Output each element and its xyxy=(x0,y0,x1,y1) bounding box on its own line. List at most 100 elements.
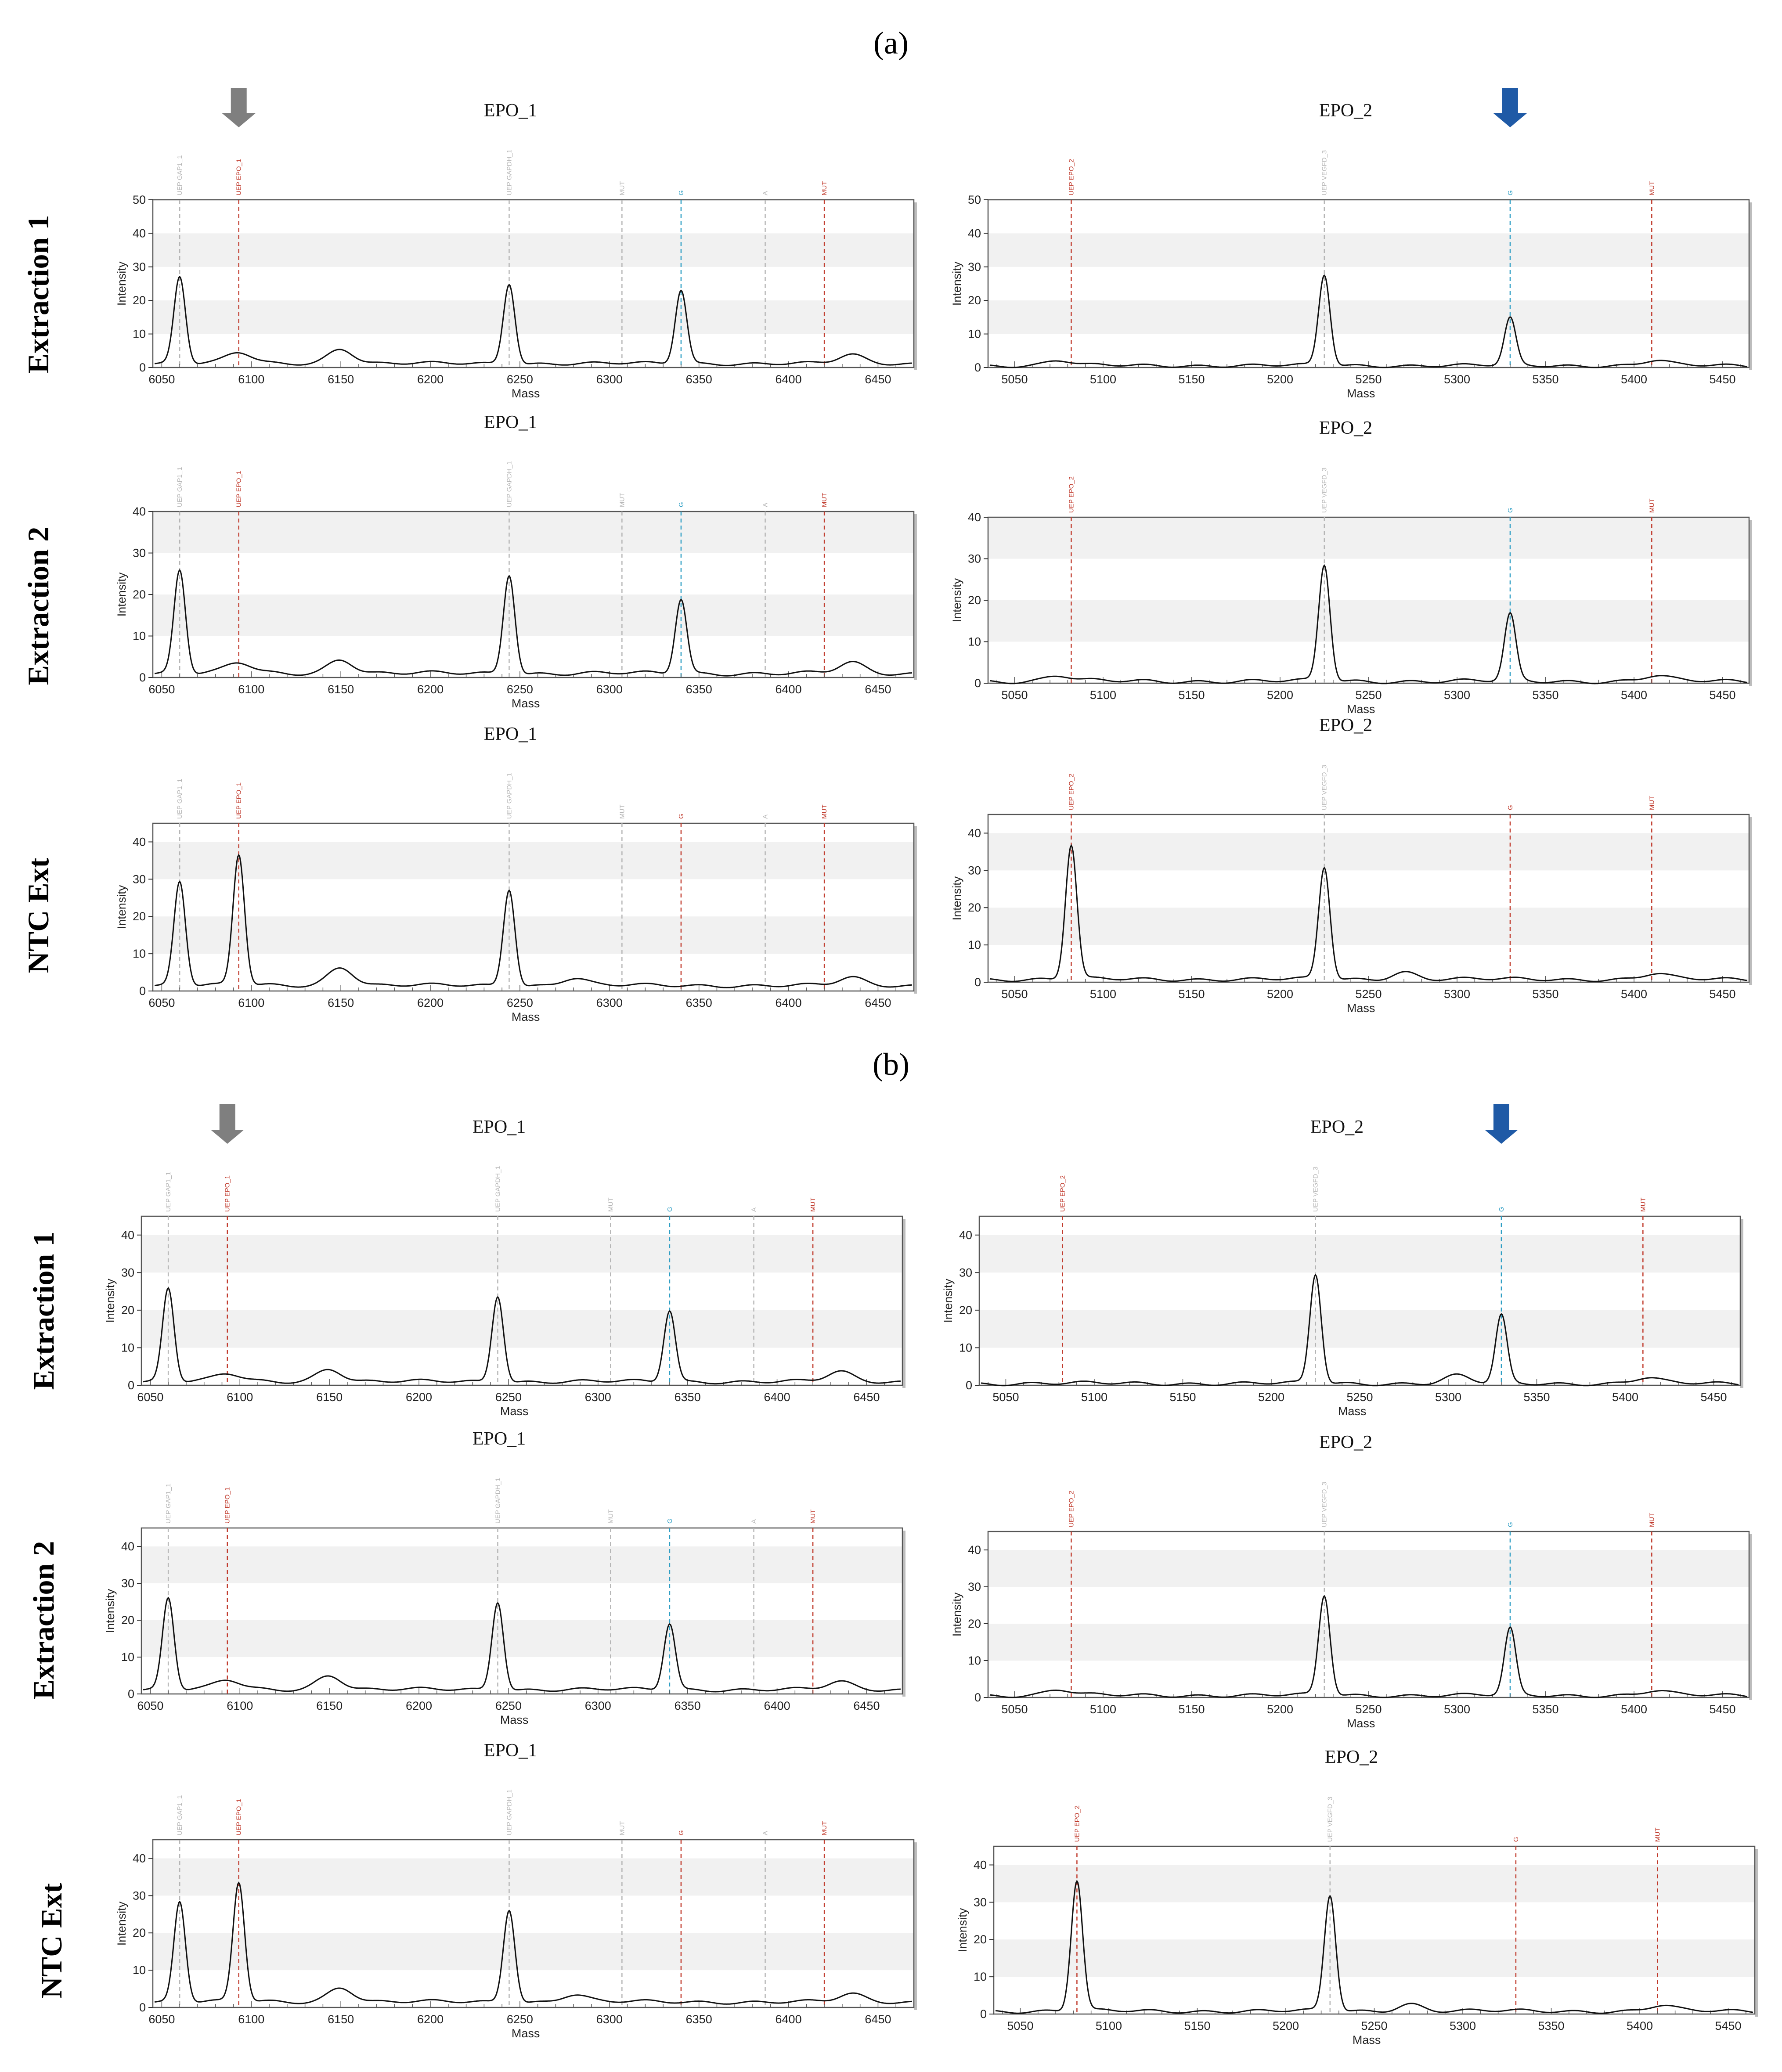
x-tick-label: 6350 xyxy=(675,1391,701,1404)
x-tick-label: 6450 xyxy=(865,683,891,696)
marker-label: UEP GAPDH_1 xyxy=(505,1789,513,1835)
x-tick-label: 6450 xyxy=(865,2013,891,2026)
chart-title: EPO_2 xyxy=(1319,101,1372,121)
y-axis-title: Intensity xyxy=(942,1279,955,1323)
y-tick-label: 0 xyxy=(974,677,981,690)
spectrum-trace xyxy=(143,1596,901,1693)
x-tick-label: 5450 xyxy=(1710,688,1736,702)
x-tick-label: 5400 xyxy=(1621,688,1647,702)
plot-shadow xyxy=(1740,1219,1743,1388)
x-tick-label: 6200 xyxy=(406,1699,432,1712)
y-tick-label: 10 xyxy=(968,635,981,649)
x-tick-label: 5150 xyxy=(1178,373,1205,386)
marker-label: UEP EPO_1 xyxy=(235,159,243,195)
x-tick-label: 6300 xyxy=(596,2013,623,2026)
spectrum-trace xyxy=(989,564,1748,685)
marker-label: UEP EPO_1 xyxy=(235,1799,243,1835)
x-tick-label: 5300 xyxy=(1435,1391,1461,1404)
chart-a-extraction-2-epo_2: EPO_2 UEP EPO_2 UEP VEGFD_3 G MUT 0 10 20 30 40 In… xyxy=(950,418,1752,716)
marker-label: UEP VEGFD_3 xyxy=(1321,150,1328,195)
x-tick-label: 5300 xyxy=(1444,987,1470,1001)
marker-label: UEP EPO_2 xyxy=(1068,1491,1075,1527)
marker-label: MUT xyxy=(618,805,626,819)
x-tick-label: 5250 xyxy=(1355,373,1382,386)
marker-label: UEP GAPDH_1 xyxy=(505,773,513,819)
plot-shadow xyxy=(1749,202,1752,370)
x-tick-label: 6150 xyxy=(328,996,354,1009)
chart-b-extraction-2-epo_2: EPO_2 UEP EPO_2 UEP VEGFD_3 G MUT 0 10 20 30 40 In… xyxy=(950,1432,1752,1730)
x-tick-label: 5400 xyxy=(1621,1703,1647,1716)
marker-label: MUT xyxy=(1648,796,1656,811)
x-tick-label: 6150 xyxy=(328,683,354,696)
y-tick-label: 20 xyxy=(121,1614,134,1627)
x-tick-label: 6300 xyxy=(585,1699,611,1712)
y-axis-title: Intensity xyxy=(950,1592,963,1636)
x-tick-label: 5200 xyxy=(1267,373,1293,386)
x-tick-label: 5350 xyxy=(1538,2019,1564,2032)
y-tick-label: 20 xyxy=(133,1926,146,1939)
chart-b-extraction-2-epo_1: EPO_1 UEP GAP1_1 UEP EPO_1 UEP GAPDH_1 MUT G A… xyxy=(104,1429,905,1726)
marker-label: UEP EPO_2 xyxy=(1068,476,1075,513)
y-tick-label: 40 xyxy=(959,1229,972,1242)
plot-shadow xyxy=(1749,1534,1752,1700)
panel-label-a: (a) xyxy=(873,25,909,61)
x-tick-label: 5300 xyxy=(1444,373,1470,386)
x-tick-label: 6150 xyxy=(328,373,354,386)
grid-band xyxy=(988,833,1749,871)
x-tick-label: 6050 xyxy=(148,996,175,1009)
x-tick-label: 6250 xyxy=(507,373,533,386)
spectrum-trace xyxy=(154,854,912,988)
row-label-b-ntc-ext: NTC Ext xyxy=(35,1883,68,1998)
y-axis-title: Intensity xyxy=(956,1908,969,1952)
x-tick-label: 5200 xyxy=(1273,2019,1299,2032)
plot-shadow xyxy=(914,826,917,994)
x-axis-title: Mass xyxy=(1347,387,1375,400)
y-tick-label: 50 xyxy=(968,193,981,206)
y-tick-label: 40 xyxy=(968,511,981,524)
marker-label: MUT xyxy=(618,493,626,508)
spectrum-trace xyxy=(995,1880,1753,2014)
x-tick-label: 5150 xyxy=(1178,688,1205,702)
chart-title: EPO_1 xyxy=(484,101,537,121)
x-tick-label: 5450 xyxy=(1715,2019,1742,2032)
y-tick-label: 20 xyxy=(968,594,981,607)
chart-a-extraction-2-epo_1: EPO_1 UEP GAP1_1 UEP EPO_1 UEP GAPDH_1 MUT G A… xyxy=(115,412,917,710)
marker-label: UEP EPO_2 xyxy=(1059,1175,1066,1212)
y-tick-label: 40 xyxy=(968,826,981,840)
grid-band xyxy=(141,1620,902,1657)
y-tick-label: 10 xyxy=(968,938,981,951)
x-tick-label: 6400 xyxy=(764,1699,790,1712)
y-tick-label: 10 xyxy=(974,1970,987,1983)
marker-label: UEP GAP1_1 xyxy=(165,1172,172,1212)
marker-label: UEP EPO_2 xyxy=(1068,774,1075,810)
marker-label: MUT xyxy=(607,1198,614,1212)
grid-band xyxy=(153,1933,914,1971)
chart-title: EPO_1 xyxy=(484,412,537,432)
marker-label: UEP VEGFD_3 xyxy=(1321,765,1328,810)
x-tick-label: 5150 xyxy=(1178,1703,1205,1716)
chart-b-extraction-1-epo_2: EPO_2 UEP EPO_2 UEP VEGFD_3 G MUT 0 10 20 30 40 In… xyxy=(942,1104,1743,1418)
marker-label: UEP EPO_2 xyxy=(1068,159,1075,195)
x-tick-label: 6150 xyxy=(328,2013,354,2026)
plot-frame xyxy=(152,1839,915,2008)
x-tick-label: 5350 xyxy=(1532,1703,1558,1716)
x-tick-label: 5450 xyxy=(1710,1703,1736,1716)
marker-label: UEP VEGFD_3 xyxy=(1321,1482,1328,1527)
down-arrow-icon xyxy=(1493,88,1527,127)
marker-label: G xyxy=(1507,805,1514,810)
y-tick-label: 20 xyxy=(121,1304,134,1317)
grid-band xyxy=(153,300,914,334)
marker-label: MUT xyxy=(1648,1513,1656,1528)
chart-title: EPO_2 xyxy=(1319,1432,1372,1452)
y-tick-label: 30 xyxy=(121,1266,134,1279)
marker-label: UEP EPO_2 xyxy=(1073,1805,1081,1842)
y-axis-title: Intensity xyxy=(950,876,963,920)
grid-band xyxy=(994,1939,1755,1977)
marker-label: UEP EPO_1 xyxy=(235,471,243,507)
x-tick-label: 5400 xyxy=(1627,2019,1653,2032)
x-tick-label: 6300 xyxy=(585,1391,611,1404)
x-tick-label: 6250 xyxy=(507,996,533,1009)
x-axis-title: Mass xyxy=(512,1010,540,1023)
plot-area xyxy=(988,200,1749,368)
y-tick-label: 30 xyxy=(968,1580,981,1593)
